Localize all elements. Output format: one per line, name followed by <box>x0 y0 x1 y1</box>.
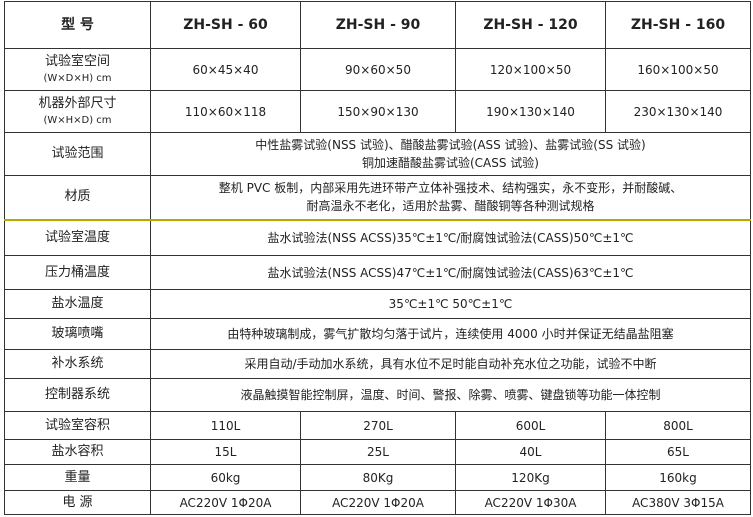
line: 整机 PVC 板制，内部采用先进环带产立体补强技术、结构强实，永不变形，并耐酸碱… <box>218 181 683 196</box>
row-label: 试验范围 <box>4 132 151 176</box>
table-row: 试验室温度 盐水试验法(NSS ACSS)35℃±1℃/耐腐蚀试验法(CASS)… <box>4 219 751 256</box>
cell: 110×60×118 <box>150 90 301 133</box>
table-row: 重量 60kg 80Kg 120Kg 160kg <box>4 464 751 491</box>
cell: 25L <box>300 439 456 465</box>
cell: 120×100×50 <box>455 48 606 91</box>
cell: 60×45×40 <box>150 48 301 91</box>
cell: 120Kg <box>455 464 606 491</box>
model-label: 型 号 <box>4 1 151 49</box>
cell: 80Kg <box>300 464 456 491</box>
table-row: 盐水温度 35℃±1℃ 50℃±1℃ <box>4 289 751 319</box>
cell: 150×90×130 <box>300 90 456 133</box>
row-label: 试验室空间 (W×D×H) cm <box>4 48 151 91</box>
cell: 采用自动/手动加水系统，具有水位不足时能自动补充水位之功能，试验不中断 <box>150 349 751 379</box>
cell: AC220V 1Φ20A <box>300 490 456 515</box>
label-text: 试验室空间 <box>44 53 110 69</box>
cell: AC380V 3Φ15A <box>605 490 751 515</box>
table-row: 试验室空间 (W×D×H) cm 60×45×40 90×60×50 120×10… <box>4 48 751 91</box>
cell: 230×130×140 <box>605 90 751 133</box>
table-row: 玻璃喷嘴 由特种玻璃制成，雾气扩散均匀落于试片，连续使用 4000 小时并保证无… <box>4 318 751 350</box>
cell: 由特种玻璃制成，雾气扩散均匀落于试片，连续使用 4000 小时并保证无结晶盐阻塞 <box>150 318 751 350</box>
cell: 90×60×50 <box>300 48 456 91</box>
table-row: 盐水容积 15L 25L 40L 65L <box>4 439 751 465</box>
cell: 800L <box>605 411 751 440</box>
table-row: 试验室容积 110L 270L 600L 800L <box>4 411 751 440</box>
label-text: 机器外部尺寸 <box>38 95 117 111</box>
model-60: ZH-SH - 60 <box>150 1 301 49</box>
cell: 270L <box>300 411 456 440</box>
cell: AC220V 1Φ20A <box>150 490 301 515</box>
spec-table: 型 号 ZH-SH - 60 ZH-SH - 90 ZH-SH - 120 ZH… <box>4 1 751 515</box>
row-label: 玻璃喷嘴 <box>4 318 151 350</box>
row-label: 盐水容积 <box>4 439 151 465</box>
cell: 60kg <box>150 464 301 491</box>
line: 铜加速醋酸盐雾试验(CASS 试验) <box>361 156 539 170</box>
unit-text: (W×D×H) cm <box>43 72 112 84</box>
unit-text: (W×H×D) cm <box>43 114 112 126</box>
model-120: ZH-SH - 120 <box>455 1 606 49</box>
cell: 盐水试验法(NSS ACSS)47℃±1℃/耐腐蚀试验法(CASS)63℃±1℃ <box>150 255 751 290</box>
cell: AC220V 1Φ30A <box>455 490 606 515</box>
table-row: 电 源 AC220V 1Φ20A AC220V 1Φ20A AC220V 1Φ3… <box>4 490 751 515</box>
row-label: 电 源 <box>4 490 151 515</box>
row-label: 控制器系统 <box>4 378 151 412</box>
row-label: 补水系统 <box>4 349 151 379</box>
cell: 65L <box>605 439 751 465</box>
row-label: 试验室容积 <box>4 411 151 440</box>
table-row: 机器外部尺寸 (W×H×D) cm 110×60×118 150×90×130 1… <box>4 90 751 133</box>
line: 中性盐雾试验(NSS 试验)、醋酸盐雾试验(ASS 试验)、盐雾试验(SS 试验… <box>255 138 646 152</box>
cell: 160×100×50 <box>605 48 751 91</box>
row-label: 重量 <box>4 464 151 491</box>
cell: 160kg <box>605 464 751 491</box>
row-label: 机器外部尺寸 (W×H×D) cm <box>4 90 151 133</box>
cell: 40L <box>455 439 606 465</box>
cell: 15L <box>150 439 301 465</box>
table-row: 补水系统 采用自动/手动加水系统，具有水位不足时能自动补充水位之功能，试验不中断 <box>4 349 751 379</box>
table-row: 控制器系统 液晶触摸智能控制屏，温度、时间、警报、除雾、喷雾、键盘锁等功能一体控… <box>4 378 751 412</box>
cell: 600L <box>455 411 606 440</box>
cell: 整机 PVC 板制，内部采用先进环带产立体补强技术、结构强实，永不变形，并耐酸碱… <box>150 175 751 221</box>
model-160: ZH-SH - 160 <box>605 1 751 49</box>
table-row: 材质 整机 PVC 板制，内部采用先进环带产立体补强技术、结构强实，永不变形，并… <box>4 175 751 221</box>
cell: 中性盐雾试验(NSS 试验)、醋酸盐雾试验(ASS 试验)、盐雾试验(SS 试验… <box>150 132 751 176</box>
cell: 190×130×140 <box>455 90 606 133</box>
row-label: 盐水温度 <box>4 289 151 319</box>
row-label: 压力桶温度 <box>4 255 151 290</box>
table-row: 压力桶温度 盐水试验法(NSS ACSS)47℃±1℃/耐腐蚀试验法(CASS)… <box>4 255 751 290</box>
header-row: 型 号 ZH-SH - 60 ZH-SH - 90 ZH-SH - 120 ZH… <box>4 1 751 49</box>
row-label: 试验室温度 <box>4 219 151 256</box>
cell: 液晶触摸智能控制屏，温度、时间、警报、除雾、喷雾、键盘锁等功能一体控制 <box>150 378 751 412</box>
model-90: ZH-SH - 90 <box>300 1 456 49</box>
cell: 盐水试验法(NSS ACSS)35℃±1℃/耐腐蚀试验法(CASS)50℃±1℃ <box>150 219 751 256</box>
line: 耐高温永不老化，适用於盐雾、醋酸铜等各种测试规格 <box>306 199 595 214</box>
cell: 110L <box>150 411 301 440</box>
table-row: 试验范围 中性盐雾试验(NSS 试验)、醋酸盐雾试验(ASS 试验)、盐雾试验(… <box>4 132 751 176</box>
row-label: 材质 <box>4 175 151 221</box>
cell: 35℃±1℃ 50℃±1℃ <box>150 289 751 319</box>
